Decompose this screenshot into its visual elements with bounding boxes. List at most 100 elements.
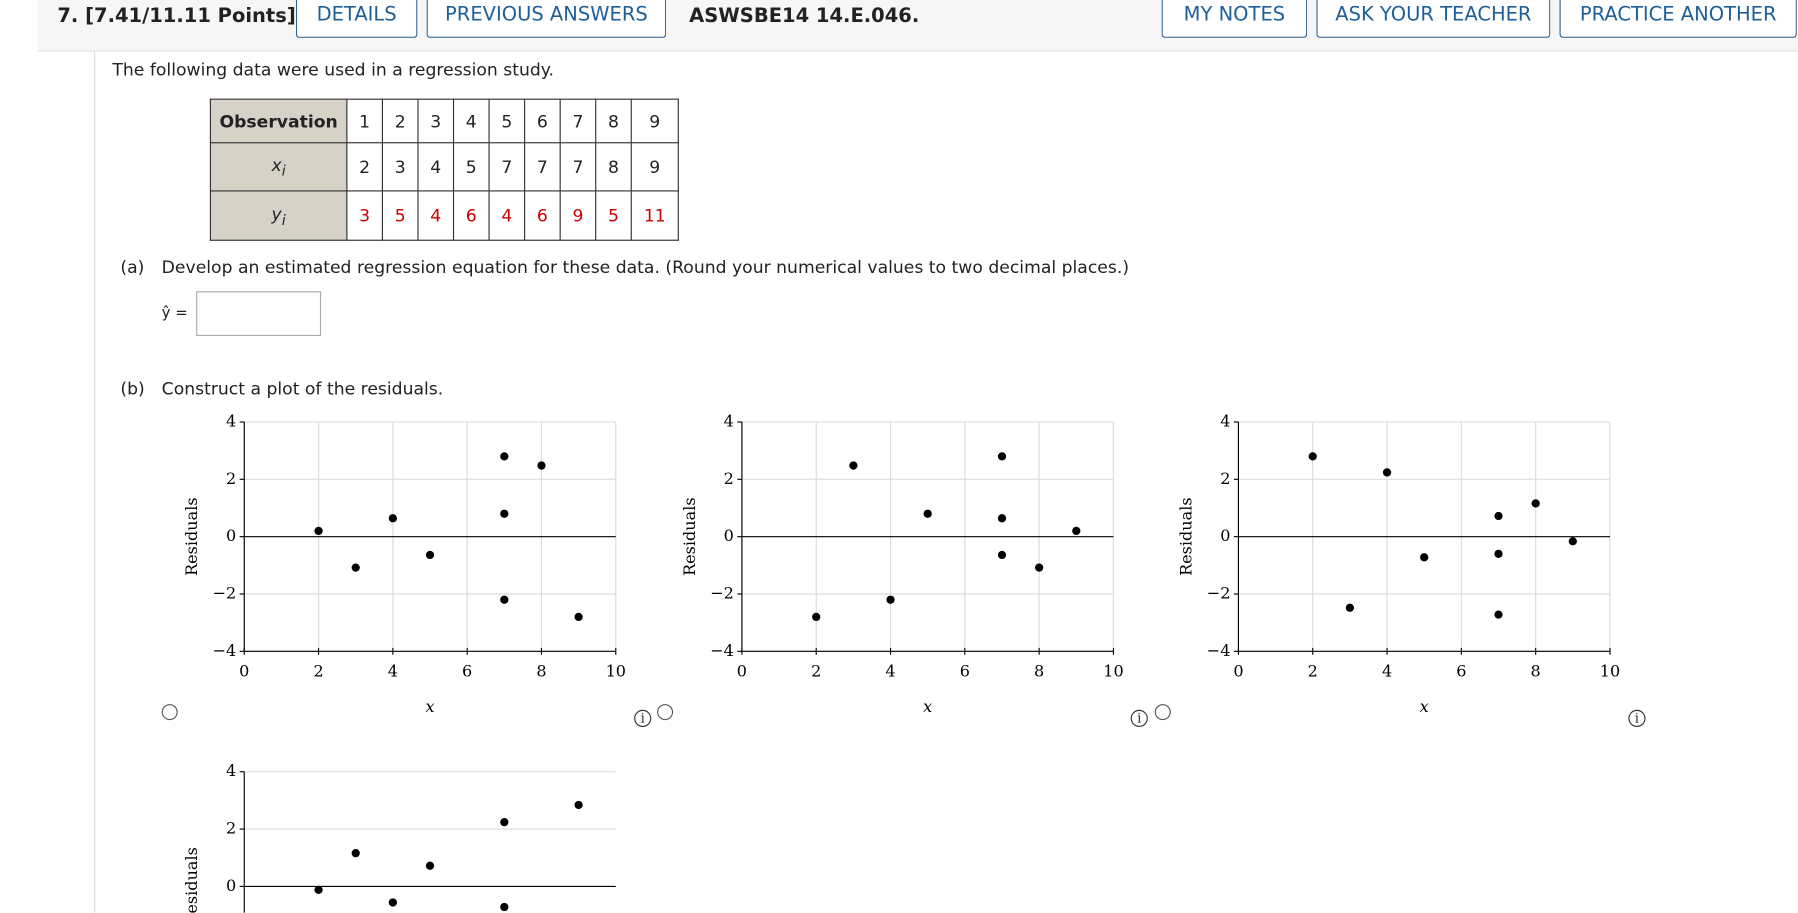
point — [1345, 603, 1355, 612]
y-axis-label: Residuals — [1176, 497, 1195, 576]
table-row: xi 2 3 4 5 7 7 7 8 9 — [209, 142, 679, 192]
point — [997, 550, 1007, 560]
y-tick-label: 4 — [226, 761, 236, 780]
point — [574, 612, 583, 622]
y-tick-label: 2 — [226, 469, 236, 488]
info-icon[interactable]: i — [1628, 709, 1646, 728]
x-tick-label: 8 — [1531, 661, 1541, 680]
y-tick-label: 0 — [226, 526, 236, 545]
y-tick-label: −4 — [1207, 641, 1231, 660]
table-cell: 6 — [524, 98, 561, 144]
answer-input[interactable] — [196, 291, 322, 336]
y-axis-label: Residuals — [182, 847, 201, 913]
point — [314, 885, 323, 894]
point — [351, 849, 360, 858]
row-header: yi — [209, 190, 348, 241]
row-variable: x — [271, 154, 282, 176]
point — [500, 509, 509, 518]
row-header: xi — [209, 142, 348, 192]
table-cell: 2 — [346, 142, 383, 192]
info-icon[interactable]: i — [634, 709, 652, 728]
point — [574, 800, 583, 810]
y-axis-label: Residuals — [182, 497, 201, 576]
row-subscript: i — [281, 161, 286, 179]
x-tick-label: 6 — [960, 661, 970, 680]
point — [997, 514, 1007, 523]
y-tick-label: 2 — [724, 469, 734, 488]
table-cell: 11 — [630, 190, 679, 241]
point — [1494, 610, 1503, 619]
part-text: Develop an estimated regression equation… — [161, 256, 1130, 278]
y-tick-label: 0 — [1220, 526, 1230, 545]
radio-button[interactable] — [161, 704, 178, 721]
table-cell: 3 — [381, 142, 419, 192]
point — [849, 461, 858, 470]
part-text: Construct a plot of the residuals. — [161, 378, 444, 400]
point — [425, 550, 435, 560]
intro-text: The following data were used in a regres… — [112, 59, 555, 81]
y-axis-label: Residuals — [680, 497, 699, 576]
info-icon[interactable]: i — [1130, 709, 1148, 728]
ask-teacher-button[interactable]: ASK YOUR TEACHER — [1316, 0, 1551, 38]
row-variable: y — [271, 203, 282, 225]
question-code: ASWSBE14 14.E.046. — [689, 4, 920, 28]
details-button[interactable]: DETAILS — [295, 0, 418, 38]
point — [425, 861, 435, 870]
x-tick-label: 10 — [606, 661, 626, 680]
x-tick-label: 10 — [1600, 661, 1620, 680]
x-tick-label: 10 — [1103, 661, 1123, 680]
table-row: yi 3 5 4 6 4 6 9 5 11 — [209, 190, 679, 241]
x-axis-label: x — [425, 697, 434, 716]
table-cell: 4 — [417, 142, 455, 192]
my-notes-button[interactable]: MY NOTES — [1161, 0, 1308, 38]
table-cell: 9 — [559, 190, 597, 241]
x-tick-label: 0 — [1233, 661, 1243, 680]
point — [1420, 553, 1429, 562]
y-tick-label: 4 — [226, 411, 236, 430]
y-tick-label: 4 — [1220, 411, 1230, 430]
point — [1494, 549, 1503, 558]
x-tick-label: 4 — [1382, 661, 1392, 680]
table-cell: 9 — [630, 142, 679, 192]
x-axis-label: x — [923, 697, 932, 716]
x-axis-label: x — [1420, 697, 1429, 716]
y-tick-label: 2 — [1220, 469, 1230, 488]
table-cell: 7 — [559, 142, 597, 192]
point — [923, 509, 932, 518]
y-tick-label: −2 — [1207, 583, 1231, 602]
point — [1382, 468, 1392, 477]
divider — [94, 51, 96, 913]
point — [388, 898, 397, 907]
question-number: 7. [7.41/11.11 Points] — [57, 4, 296, 28]
radio-button[interactable] — [1154, 704, 1171, 721]
point — [812, 612, 821, 622]
table-cell: 9 — [630, 98, 679, 144]
data-table: Observation 1 2 3 4 5 6 7 8 9 xi 2 3 4 5 7 7 7 8 9 yi 3 5 4 6 4 6 9… — [209, 98, 679, 241]
point — [500, 902, 509, 912]
table-cell: 4 — [417, 190, 455, 241]
radio-button[interactable] — [657, 704, 674, 721]
point — [1531, 499, 1540, 508]
table-cell: 5 — [488, 98, 526, 144]
point — [500, 818, 509, 827]
table-cell: 4 — [452, 98, 490, 144]
y-tick-label: 2 — [226, 819, 236, 838]
row-header: Observation — [209, 98, 348, 144]
point — [1494, 511, 1503, 521]
x-tick-label: 6 — [1456, 661, 1466, 680]
point — [1072, 526, 1081, 536]
x-tick-label: 2 — [811, 661, 821, 680]
point — [537, 461, 546, 470]
table-cell: 7 — [524, 142, 561, 192]
point — [500, 452, 509, 461]
practice-another-button[interactable]: PRACTICE ANOTHER — [1559, 0, 1797, 38]
x-tick-label: 0 — [737, 661, 747, 680]
x-tick-label: 6 — [462, 661, 472, 680]
previous-answers-button[interactable]: PREVIOUS ANSWERS — [426, 0, 667, 38]
part-marker: (b) — [120, 378, 145, 400]
y-tick-label: 0 — [724, 526, 734, 545]
part-marker: (a) — [120, 256, 145, 278]
table-cell: 8 — [595, 98, 632, 144]
